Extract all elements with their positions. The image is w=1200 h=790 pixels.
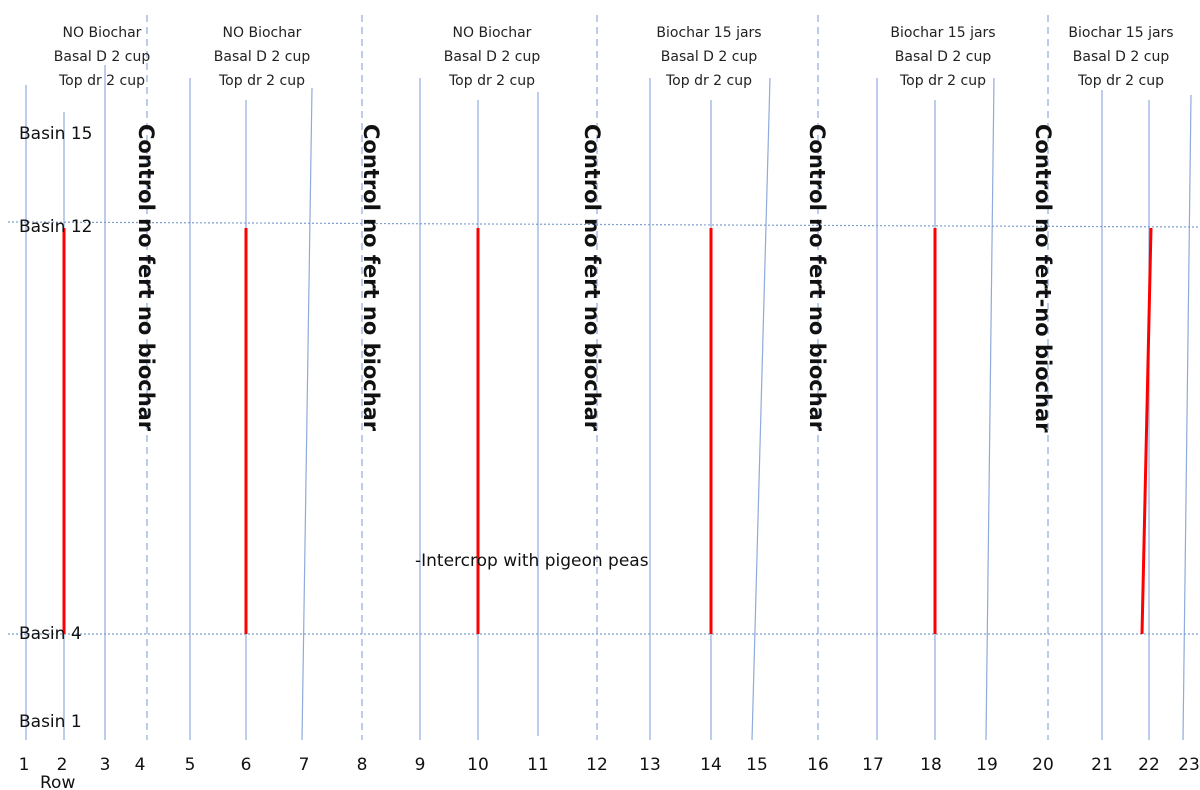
row-number: 19 (976, 755, 998, 775)
treatment-label-line: Basal D 2 cup (214, 49, 311, 65)
row-number: 11 (527, 755, 549, 775)
treatment-label-line: Biochar 15 jars (890, 25, 995, 41)
row-number: 9 (415, 755, 426, 775)
row-number: 20 (1032, 755, 1054, 775)
treatment-red-line (1140, 227, 1153, 635)
treatment-label-line: Top dr 2 cup (665, 73, 752, 89)
intercrop-note: -Intercrop with pigeon peas (415, 551, 649, 571)
row-line (985, 77, 995, 741)
row-number: 13 (639, 755, 661, 775)
basin-labels: Basin 15 Basin 12 Basin 4 Basin 1 (19, 124, 92, 732)
row-number: 12 (586, 755, 608, 775)
control-label: Control no fert no biochar (805, 124, 829, 432)
basin-12-line (7, 221, 1200, 228)
control-labels: Control no fert no biochar Control no fer… (134, 124, 1055, 433)
row-number: 23 (1178, 755, 1200, 775)
treatment-label-line: Biochar 15 jars (656, 25, 761, 41)
row-number: 16 (807, 755, 829, 775)
row-axis-label: Row (40, 773, 75, 790)
row-number: 18 (920, 755, 942, 775)
control-label: Control no fert no biochar (359, 124, 383, 432)
control-label: Control no fert no biochar (134, 124, 158, 432)
row-line (301, 87, 313, 741)
control-label: Control no fert-no biochar (1031, 124, 1055, 433)
row-line (1182, 94, 1192, 741)
treatment-label-line: Top dr 2 cup (58, 73, 145, 89)
treatment-red-lines (62, 227, 1153, 635)
basin-label: Basin 1 (19, 712, 82, 732)
treatment-label-line: Basal D 2 cup (661, 49, 758, 65)
row-number: 3 (100, 755, 111, 775)
treatment-label-line: Top dr 2 cup (218, 73, 305, 89)
treatment-label-line: Top dr 2 cup (899, 73, 986, 89)
treatment-label-line: Basal D 2 cup (1073, 49, 1170, 65)
row-number: 14 (700, 755, 722, 775)
treatment-labels: NO Biochar Basal D 2 cup Top dr 2 cup NO Bi… (54, 25, 1174, 89)
row-number-labels: 1 2 3 4 5 6 7 8 9 10 11 12 13 14 15 16 17 18 19 20 21 22 23 (19, 755, 1200, 775)
row-number: 1 (19, 755, 30, 775)
basin-label: Basin 4 (19, 624, 82, 644)
row-number: 21 (1091, 755, 1113, 775)
row-number: 7 (299, 755, 310, 775)
row-number: 22 (1138, 755, 1160, 775)
row-number: 10 (467, 755, 489, 775)
treatment-label-line: NO Biochar (223, 25, 302, 41)
basin-label: Basin 12 (19, 217, 92, 237)
row-number: 2 (57, 755, 68, 775)
treatment-label-line: NO Biochar (453, 25, 532, 41)
treatment-label-line: Basal D 2 cup (444, 49, 541, 65)
row-number: 8 (357, 755, 368, 775)
treatment-label-line: Biochar 15 jars (1068, 25, 1173, 41)
row-number: 17 (862, 755, 884, 775)
basin-label: Basin 15 (19, 124, 92, 144)
basin-lines (7, 221, 1200, 635)
treatment-label-line: Basal D 2 cup (54, 49, 151, 65)
treatment-label-line: Basal D 2 cup (895, 49, 992, 65)
treatment-label-line: Top dr 2 cup (1077, 73, 1164, 89)
row-number: 5 (185, 755, 196, 775)
row-number: 15 (746, 755, 768, 775)
treatment-label-line: NO Biochar (63, 25, 142, 41)
row-number: 4 (135, 755, 146, 775)
control-label: Control no fert no biochar (580, 124, 604, 432)
row-line (751, 77, 771, 741)
row-lines (25, 15, 1192, 741)
row-number: 6 (241, 755, 252, 775)
treatment-label-line: Top dr 2 cup (448, 73, 535, 89)
